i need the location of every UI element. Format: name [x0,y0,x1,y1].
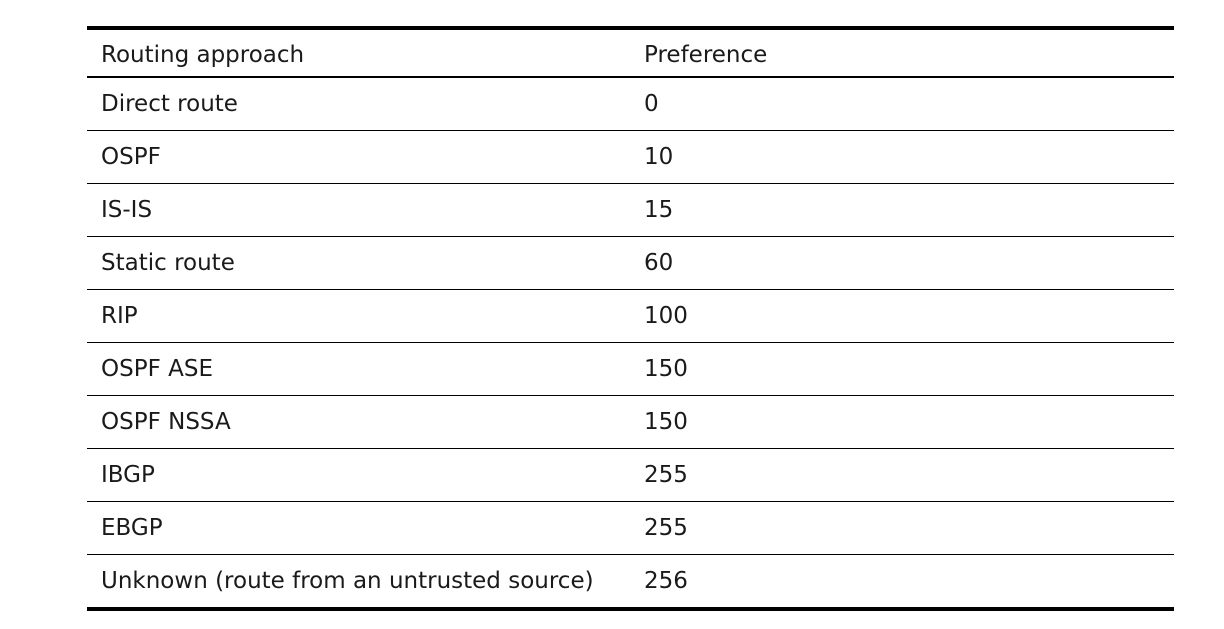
routing-approach-cell: Unknown (route from an untrusted source) [101,567,594,594]
routing-approach-cell: IBGP [87,448,630,502]
header-row: Routing approach Preference [87,28,1174,78]
routing-approach-cell: OSPF [87,130,630,184]
preference-cell: 15 [630,183,1174,237]
table-row: Unknown (route from an untrusted source)… [87,555,1174,610]
preference-cell: 255 [630,448,1174,502]
preference-cell: 150 [630,342,1174,396]
routing-approach-cell: Static route [87,236,630,290]
table-row: Static route 60 [87,236,1174,290]
preference-cell: 100 [630,289,1174,343]
preference-cell: 60 [630,236,1174,290]
table-row: OSPF NSSA 150 [87,395,1174,449]
preference-cell: 256 [644,567,688,594]
preference-cell: 255 [630,501,1174,555]
table-row: RIP 100 [87,289,1174,343]
column-header-routing-approach: Routing approach [87,28,630,78]
routing-approach-cell: EBGP [87,501,630,555]
routing-approach-cell: OSPF ASE [87,342,630,396]
table-row: Direct route 0 [87,77,1174,131]
table-row: EBGP 255 [87,501,1174,555]
table-row: OSPF 10 [87,130,1174,184]
table-row: IS-IS 15 [87,183,1174,237]
routing-approach-cell: OSPF NSSA [87,395,630,449]
preference-cell: 10 [630,130,1174,184]
column-header-preference: Preference [630,28,1174,78]
routing-preference-table: Routing approach Preference Direct route… [87,26,1174,611]
routing-approach-cell: IS-IS [87,183,630,237]
table-header: Routing approach Preference [87,28,1174,78]
routing-approach-cell: Direct route [87,77,630,131]
routing-preference-table-container: Routing approach Preference Direct route… [87,26,1174,611]
table-row: IBGP 255 [87,448,1174,502]
preference-cell: 0 [630,77,1174,131]
table-row: OSPF ASE 150 [87,342,1174,396]
table-body: Direct route 0 OSPF 10 IS-IS 15 Static r… [87,77,1174,609]
routing-approach-cell: RIP [87,289,630,343]
preference-cell: 150 [630,395,1174,449]
